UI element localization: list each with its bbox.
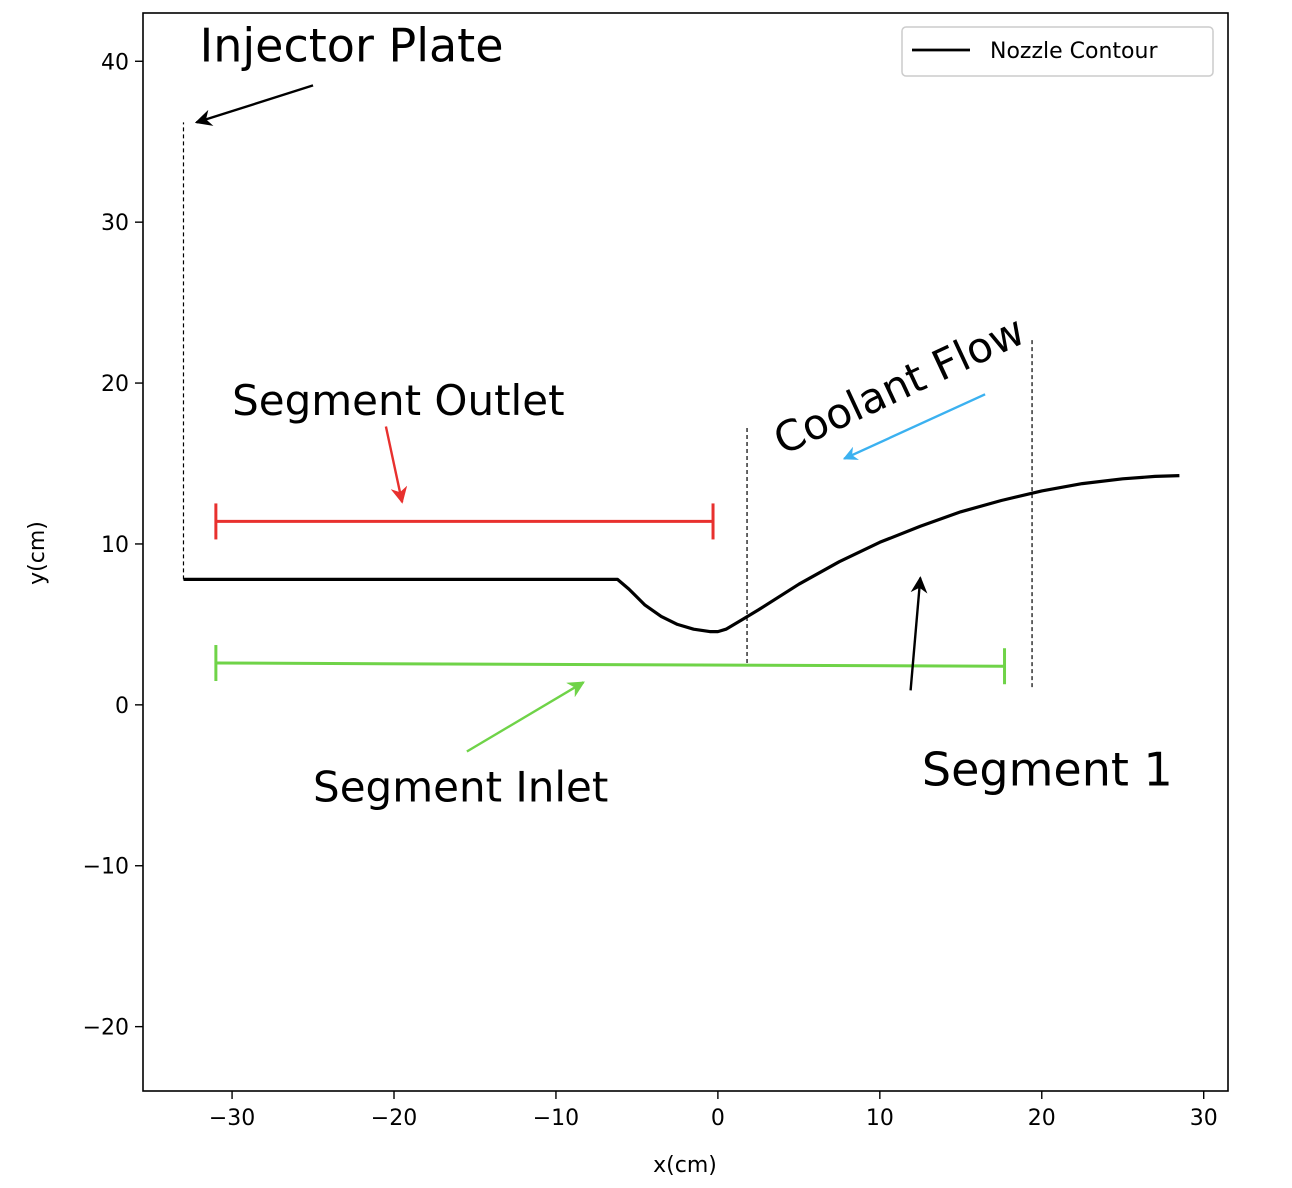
legend-box bbox=[901, 26, 1214, 77]
y-tick-label: 0 bbox=[115, 694, 129, 719]
segment-outlet-annotation: Segment Outlet bbox=[232, 376, 564, 425]
plot-frame bbox=[142, 12, 1229, 1092]
x-tick-label: −10 bbox=[533, 1106, 579, 1131]
y-tick-label: −20 bbox=[83, 1016, 129, 1041]
segment-inlet-annotation: Segment Inlet bbox=[313, 762, 608, 811]
x-tick-label: −20 bbox=[371, 1106, 417, 1131]
legend: Nozzle Contour bbox=[901, 26, 1214, 77]
y-tick-label: 10 bbox=[101, 533, 129, 558]
coolant-flow-annotation: Coolant Flow bbox=[766, 306, 1032, 465]
x-tick-label: 0 bbox=[711, 1106, 725, 1131]
y-tick-label: 40 bbox=[101, 50, 129, 75]
injector-plate-arrow bbox=[194, 84, 314, 126]
x-tick-label: 20 bbox=[1028, 1106, 1056, 1131]
y-axis-label: y(cm) bbox=[25, 521, 50, 585]
nozzle-contour-line bbox=[183, 474, 1180, 634]
legend-label-nozzle-contour: Nozzle Contour bbox=[990, 39, 1158, 64]
x-tick-label: 10 bbox=[866, 1106, 894, 1131]
segment-inlet-range bbox=[215, 661, 1005, 668]
segment-outlet-arrow bbox=[384, 426, 408, 504]
y-tick-label: −10 bbox=[83, 855, 129, 880]
x-tick-label: 30 bbox=[1190, 1106, 1218, 1131]
y-tick-label: 30 bbox=[101, 211, 129, 236]
x-tick-label: −30 bbox=[209, 1106, 255, 1131]
segment-inlet-arrow bbox=[466, 681, 585, 753]
coolant-flow-arrow bbox=[842, 393, 986, 460]
x-axis-label: x(cm) bbox=[653, 1153, 717, 1178]
segment-1-annotation: Segment 1 bbox=[922, 742, 1173, 796]
segment-1-arrow bbox=[909, 576, 928, 691]
injector-plate-annotation: Injector Plate bbox=[200, 18, 504, 72]
y-tick-label: 20 bbox=[101, 372, 129, 397]
